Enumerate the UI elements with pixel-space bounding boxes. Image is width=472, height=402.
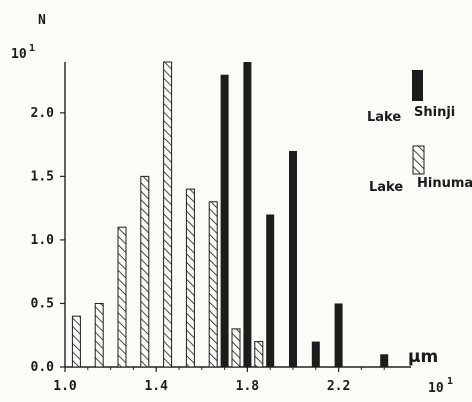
y-tick-label: 0.5 bbox=[31, 296, 54, 311]
legend-label-hinuma-lake: Lake bbox=[369, 180, 403, 195]
y-tick-label: 1.0 bbox=[31, 233, 55, 248]
y-tick-label: 1.5 bbox=[31, 169, 54, 184]
bar-hinuma bbox=[231, 328, 241, 368]
bar-hinuma bbox=[94, 302, 104, 368]
x-tick-label: 2.2 bbox=[327, 379, 350, 394]
bar-shinji bbox=[289, 150, 297, 367]
bar-hinuma bbox=[71, 315, 81, 368]
x-tick-label: 1.8 bbox=[236, 379, 260, 394]
bars bbox=[71, 61, 389, 368]
y-tick-labels: 0.0 0.5 1.0 1.5 2.0 bbox=[31, 106, 65, 375]
y-axis-unit-label: N bbox=[38, 13, 46, 28]
bar-hinuma bbox=[140, 175, 150, 368]
y-axis-exponent-power: 1 bbox=[29, 43, 35, 54]
y-tick-label: 0.0 bbox=[31, 360, 55, 375]
legend-label-shinji-lake: Lake bbox=[367, 110, 401, 125]
x-axis-exponent-base: 10 bbox=[428, 381, 444, 396]
legend-swatch-hinuma bbox=[412, 145, 425, 175]
x-tick-label: 1.0 bbox=[53, 379, 77, 394]
bar-shinji bbox=[334, 303, 343, 367]
axes bbox=[64, 62, 411, 368]
legend-label-hinuma-name: Hinuma bbox=[417, 176, 472, 191]
x-axis-exponent-power: 1 bbox=[447, 376, 453, 387]
legend-label-shinji-name: Shinji bbox=[414, 105, 455, 120]
x-tick-labels: 1.0 1.4 1.8 2.2 bbox=[53, 367, 385, 394]
bar-hinuma bbox=[208, 201, 218, 368]
legend: Lake Shinji Lake Hinuma bbox=[367, 70, 472, 195]
bar-shinji bbox=[380, 354, 389, 367]
bar-hinuma bbox=[185, 188, 195, 368]
y-axis-exponent-base: 10 bbox=[11, 47, 27, 62]
bar-shinji bbox=[266, 214, 275, 367]
bar-hinuma bbox=[117, 226, 127, 368]
x-tick-label: 1.4 bbox=[144, 379, 168, 394]
x-axis-unit-label: µm bbox=[408, 347, 438, 367]
bar-shinji bbox=[243, 62, 252, 367]
legend-swatch-shinji bbox=[412, 70, 423, 101]
bar-shinji bbox=[311, 341, 320, 367]
bar-hinuma bbox=[254, 341, 264, 368]
bar-shinji bbox=[220, 74, 229, 367]
y-tick-label: 2.0 bbox=[31, 106, 55, 121]
bar-hinuma bbox=[163, 61, 173, 368]
